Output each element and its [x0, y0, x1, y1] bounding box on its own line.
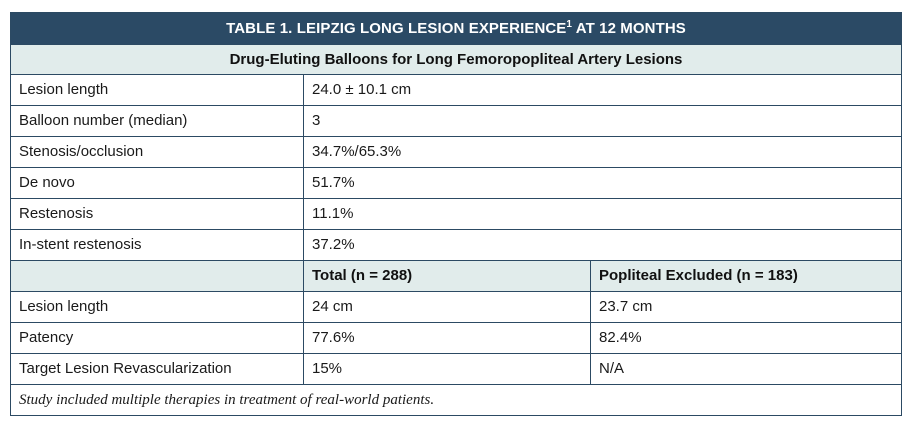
- row-value: 37.2%: [312, 236, 355, 253]
- results-table: TABLE 1. LEIPZIG LONG LESION EXPERIENCE1…: [10, 12, 902, 416]
- row-label: Restenosis: [11, 199, 304, 229]
- row-value: 51.7%: [312, 174, 355, 191]
- column-header-popliteal-excluded: Popliteal Excluded (n = 183): [599, 267, 798, 284]
- table-row: Lesion length 24.0 ± 10.1 cm: [11, 74, 901, 105]
- table-title-reference: 1: [566, 19, 573, 30]
- row-value: 34.7%/65.3%: [312, 143, 402, 160]
- table-title: TABLE 1. LEIPZIG LONG LESION EXPERIENCE1…: [11, 13, 901, 44]
- row-label: Target Lesion Revascularization: [11, 354, 304, 384]
- table-row: Target Lesion Revascularization 15% N/A: [11, 353, 901, 384]
- table-row: Patency 77.6% 82.4%: [11, 322, 901, 353]
- row-label: De novo: [11, 168, 304, 198]
- row-label: In-stent restenosis: [11, 230, 304, 260]
- popliteal-excluded-value: 82.4%: [599, 329, 642, 346]
- row-label: Patency: [11, 323, 304, 353]
- column-header-empty: [11, 261, 304, 291]
- total-value: 77.6%: [304, 323, 591, 353]
- table-subtitle: Drug-Eluting Balloons for Long Femoropop…: [11, 44, 901, 74]
- row-label: Lesion length: [11, 75, 304, 105]
- table-row: Lesion length 24 cm 23.7 cm: [11, 291, 901, 322]
- table-title-text: TABLE 1. LEIPZIG LONG LESION EXPERIENCE: [226, 20, 567, 37]
- row-label: Lesion length: [11, 292, 304, 322]
- table-row: De novo 51.7%: [11, 167, 901, 198]
- row-label: Stenosis/occlusion: [11, 137, 304, 167]
- table-row: Balloon number (median) 3: [11, 105, 901, 136]
- column-header-total: Total (n = 288): [304, 261, 591, 291]
- table-title-suffix: AT 12 MONTHS: [572, 20, 686, 37]
- table-row: Restenosis 11.1%: [11, 198, 901, 229]
- row-value: 3: [312, 112, 321, 129]
- popliteal-excluded-value: N/A: [599, 360, 625, 377]
- column-header-row: Total (n = 288) Popliteal Excluded (n = …: [11, 260, 901, 291]
- table-footnote: Study included multiple therapies in tre…: [11, 384, 901, 415]
- row-value: 24.0 ± 10.1 cm: [312, 81, 412, 98]
- row-label: Balloon number (median): [11, 106, 304, 136]
- total-value: 15%: [304, 354, 591, 384]
- table-row: Stenosis/occlusion 34.7%/65.3%: [11, 136, 901, 167]
- total-value: 24 cm: [304, 292, 591, 322]
- row-value: 11.1%: [312, 205, 354, 222]
- popliteal-excluded-value: 23.7 cm: [599, 298, 653, 315]
- table-row: In-stent restenosis 37.2%: [11, 229, 901, 260]
